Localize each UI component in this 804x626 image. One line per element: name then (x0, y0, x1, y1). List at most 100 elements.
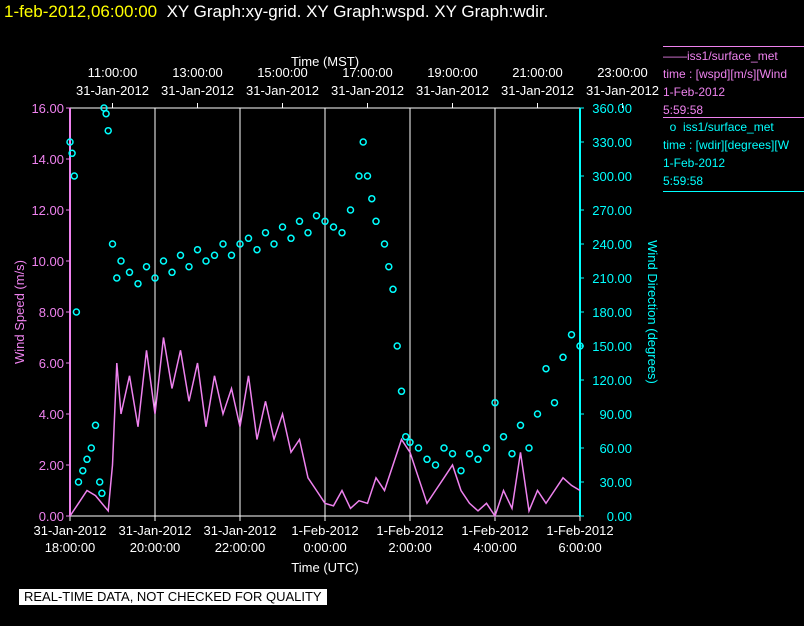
wdir-point (482, 444, 491, 452)
quality-note: REAL-TIME DATA, NOT CHECKED FOR QUALITY (19, 589, 327, 605)
graph-header: 1-feb-2012,06:00:00 XY Graph:xy-grid. XY… (4, 2, 548, 22)
wdir-point (134, 279, 142, 288)
wdir-point (559, 353, 567, 362)
wdir-point (525, 444, 533, 452)
left-tick-label: 6.00 (39, 356, 64, 371)
right-axis-title: Wind Direction (degrees) (645, 240, 660, 384)
legend-wdir: o iss1/surface_met time : [wdir][degrees… (663, 118, 804, 192)
legend-wdir-source: o iss1/surface_met (663, 120, 774, 134)
top-tick-date: 31-Jan-2012 (416, 83, 489, 98)
bottom-tick-time: 0:00:00 (303, 540, 346, 555)
bottom-tick-time: 18:00:00 (45, 540, 96, 555)
left-tick-label: 12.00 (31, 203, 64, 218)
right-tick-label: 0.00 (607, 509, 632, 524)
bottom-tick-date: 1-Feb-2012 (461, 523, 528, 538)
left-tick-label: 2.00 (39, 458, 64, 473)
wdir-point (83, 455, 91, 464)
wdir-point (440, 444, 448, 452)
wdir-point (79, 466, 87, 475)
right-tick-label: 210.00 (592, 271, 632, 286)
wdir-point (98, 489, 106, 498)
right-tick-label: 240.00 (592, 237, 632, 252)
bottom-tick-time: 22:00:00 (215, 540, 266, 555)
top-tick-time: 13:00:00 (172, 65, 223, 80)
wdir-point (363, 172, 372, 180)
wdir-point (457, 466, 465, 475)
wdir-point (576, 342, 584, 350)
right-tick-label: 60.00 (599, 441, 632, 456)
wdir-point (287, 234, 295, 243)
wdir-point (533, 410, 542, 418)
top-tick-date: 31-Jan-2012 (501, 83, 574, 98)
wdir-point (393, 342, 401, 350)
wind-chart: 31-Jan-2012 18:00:00 31-Jan-2012 20:00:00 31… (12, 54, 660, 575)
wdir-point (219, 240, 227, 248)
wdir-point (359, 138, 367, 146)
right-tick-label: 30.00 (599, 475, 632, 490)
wdir-point (244, 234, 253, 243)
timestamp: 1-feb-2012,06:00:00 (4, 2, 158, 21)
wdir-point (193, 245, 202, 254)
wdir-point (465, 449, 474, 458)
wdir-point (70, 172, 79, 180)
bottom-tick-date: 31-Jan-2012 (204, 523, 277, 538)
wdir-point (227, 251, 236, 260)
wdir-point (176, 251, 185, 260)
top-tick-time: 21:00:00 (512, 65, 563, 80)
bottom-tick-time: 6:00:00 (558, 540, 601, 555)
right-tick-label: 150.00 (592, 339, 632, 354)
bottom-tick-date: 1-Feb-2012 (546, 523, 613, 538)
right-tick-label: 180.00 (592, 305, 632, 320)
left-tick-label: 16.00 (31, 101, 64, 116)
legend-wspd: ——iss1/surface_met time : [wspd][m/s][Wi… (663, 46, 804, 118)
wdir-point (95, 478, 104, 486)
left-axis-title: Wind Speed (m/s) (12, 260, 27, 364)
top-tick-date: 31-Jan-2012 (161, 83, 234, 98)
right-tick-label: 300.00 (592, 169, 632, 184)
right-tick-label: 270.00 (592, 203, 632, 218)
wdir-point (423, 455, 431, 464)
right-tick-label: 330.00 (592, 135, 632, 150)
wdir-point (185, 262, 193, 271)
wdir-point (491, 398, 499, 407)
wdir-point (168, 268, 176, 277)
wdir-point (389, 285, 397, 294)
wdir-point (346, 206, 355, 214)
wdir-point (91, 421, 100, 430)
wspd-series-line (69, 337, 581, 518)
right-tick-label: 360.00 (592, 101, 632, 116)
wdir-point (113, 274, 121, 282)
wdir-point (312, 211, 321, 220)
bottom-tick-time: 20:00:00 (130, 540, 181, 555)
left-tick-label: 8.00 (39, 305, 64, 320)
wdir-point (368, 194, 376, 203)
wdir-point (431, 461, 440, 469)
wdir-point (270, 240, 278, 248)
bottom-tick-date: 1-Feb-2012 (376, 523, 443, 538)
legend-wdir-date: 1-Feb-2012 (663, 156, 726, 170)
legend-wdir-field: time : [wdir][degrees][W (663, 138, 790, 152)
wdir-point (261, 228, 270, 237)
top-tick-date: 31-Jan-2012 (331, 83, 404, 98)
top-tick-date: 31-Jan-2012 (586, 83, 659, 98)
legend-wdir-time: 5:59:58 (663, 174, 704, 188)
wdir-point (236, 240, 244, 248)
wdir-point (210, 251, 219, 260)
wdir-point (72, 308, 81, 316)
wdir-point (542, 364, 550, 373)
top-tick-time: 15:00:00 (257, 65, 308, 80)
wdir-point (329, 223, 338, 231)
wdir-point (550, 398, 559, 407)
legend-wspd-date: 1-Feb-2012 (663, 85, 726, 99)
top-tick-date: 31-Jan-2012 (246, 83, 319, 98)
wdir-point (372, 217, 380, 226)
wdir-point (142, 262, 151, 271)
graph-titles: XY Graph:xy-grid. XY Graph:wspd. XY Grap… (166, 2, 549, 21)
wdir-point (253, 245, 261, 254)
wdir-point (338, 228, 346, 237)
wdir-point (74, 478, 83, 486)
right-tick-label: 120.00 (592, 373, 632, 388)
wdir-point (104, 126, 112, 135)
bottom-tick-time: 2:00:00 (388, 540, 431, 555)
wdir-point (474, 455, 482, 464)
